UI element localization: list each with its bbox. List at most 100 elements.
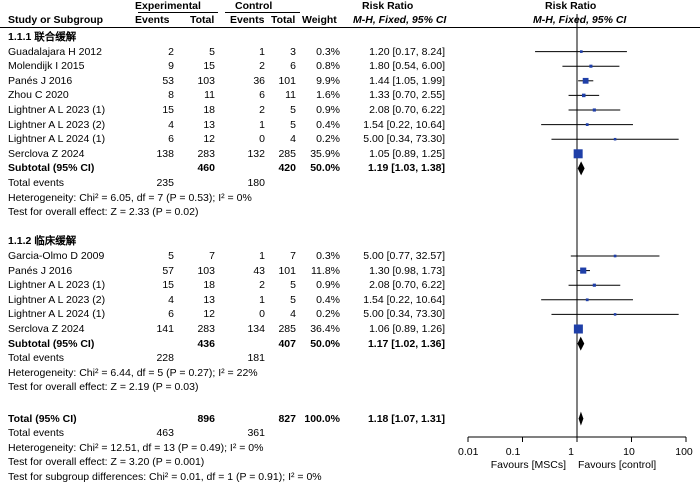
header-risk-ratio-1: Risk Ratio [362, 0, 414, 12]
grand-total-ctl: 827 [278, 412, 296, 425]
pooled-diamond [577, 336, 585, 351]
weight-value: 0.3% [316, 250, 340, 262]
ci-value: 2.08 [0.70, 6.22] [369, 279, 445, 292]
total-exp: 283 [197, 323, 215, 335]
events-exp: 2 [168, 45, 174, 58]
pooled-diamond [577, 161, 585, 176]
events-ctl: 1 [259, 45, 265, 58]
total-exp: 18 [203, 104, 215, 116]
subtotal-ci: 1.17 [1.02, 1.36] [367, 337, 445, 350]
point-estimate [592, 283, 596, 287]
total-events-exp: 228 [156, 352, 174, 365]
weight-value: 35.9% [310, 147, 340, 160]
point-estimate [613, 137, 617, 141]
point-estimate [580, 267, 587, 274]
subtotal-total-exp: 460 [197, 162, 215, 175]
point-estimate [585, 123, 589, 126]
study-name: Serclova Z 2024 [8, 147, 85, 160]
weight-value: 0.9% [316, 104, 340, 116]
total-ctl: 5 [290, 293, 296, 306]
subgroup-title: 1.1.1 联合缓解 [8, 31, 77, 43]
study-name: Lightner A L 2023 (2) [8, 293, 106, 306]
grand-overall-text: Test for overall effect: Z = 3.20 (P = 0… [8, 456, 205, 469]
header-rule-control [225, 12, 300, 13]
total-events-exp: 235 [156, 177, 174, 189]
study-name: Garcia-Olmo D 2009 [8, 250, 105, 262]
ci-value: 1.80 [0.54, 6.00] [369, 60, 445, 73]
total-ctl: 7 [290, 250, 296, 262]
favours-left-label: Favours [MSCs] [490, 459, 566, 471]
events-ctl: 0 [259, 308, 265, 321]
weight-value: 0.4% [316, 118, 340, 131]
header-control: Control [235, 0, 273, 12]
header-rule-experimental [138, 12, 218, 13]
axis-tick-label-1: 0.1 [505, 446, 521, 458]
total-events-ctl: 181 [247, 352, 265, 365]
pooled-diamond [578, 411, 584, 426]
events-ctl: 1 [259, 118, 265, 131]
axis-tick-label-2: 1 [568, 446, 574, 458]
total-ctl: 101 [278, 264, 296, 277]
ci-value: 1.33 [0.70, 2.55] [369, 89, 445, 102]
point-estimate [585, 298, 589, 302]
point-estimate [581, 93, 586, 98]
weight-value: 0.9% [316, 279, 340, 292]
total-exp: 13 [203, 118, 215, 131]
study-name: Serclova Z 2024 [8, 323, 85, 335]
events-ctl: 132 [247, 147, 265, 160]
header-experimental: Experimental [135, 0, 201, 12]
total-ctl: 6 [290, 60, 296, 73]
study-name: Panés J 2016 [8, 264, 73, 277]
events-ctl: 36 [253, 74, 265, 87]
weight-value: 36.4% [310, 323, 340, 335]
header-method-2: M-H, Fixed, 95% CI [533, 14, 627, 26]
events-exp: 8 [168, 89, 174, 102]
point-estimate [582, 77, 589, 84]
study-name: Lightner A L 2023 (1) [8, 104, 106, 116]
point-estimate [579, 50, 583, 53]
events-ctl: 1 [259, 250, 265, 262]
total-exp: 103 [197, 264, 215, 277]
study-name: Zhou C 2020 [8, 89, 69, 102]
weight-value: 0.8% [316, 60, 340, 73]
ci-value: 1.30 [0.98, 1.73] [369, 264, 445, 277]
study-name: Lightner A L 2023 (1) [8, 279, 106, 292]
total-ctl: 5 [290, 104, 296, 116]
grand-total-weight: 100.0% [304, 412, 340, 425]
events-exp: 4 [168, 118, 174, 131]
total-ctl: 4 [290, 308, 296, 321]
study-name: Guadalajara H 2012 [8, 45, 102, 58]
total-exp: 18 [203, 279, 215, 292]
subtotal-weight: 50.0% [310, 162, 340, 175]
overall-effect-text: Test for overall effect: Z = 2.19 (P = 0… [8, 381, 199, 394]
events-ctl: 1 [259, 293, 265, 306]
header-study: Study or Subgroup [8, 14, 104, 26]
total-exp: 283 [197, 147, 215, 160]
subtotal-weight: 50.0% [310, 337, 340, 350]
ci-value: 1.20 [0.17, 8.24] [369, 45, 445, 58]
total-events-label: Total events [8, 177, 65, 189]
total-ctl: 11 [285, 89, 296, 102]
study-name: Panés J 2016 [8, 74, 73, 87]
weight-value: 0.2% [316, 133, 340, 146]
events-ctl: 2 [259, 104, 265, 116]
events-exp: 53 [162, 74, 174, 87]
subtotal-label: Subtotal (95% CI) [8, 162, 95, 175]
total-events-label: Total events [8, 352, 65, 365]
heterogeneity-text: Heterogeneity: Chi² = 6.05, df = 7 (P = … [8, 191, 252, 204]
weight-value: 9.9% [316, 74, 340, 87]
ci-value: 1.05 [0.89, 1.25] [369, 147, 445, 160]
events-exp: 57 [162, 264, 174, 277]
ci-value: 1.44 [1.05, 1.99] [369, 74, 445, 87]
events-ctl: 2 [259, 279, 265, 292]
header-events-2: Events [230, 14, 265, 26]
weight-value: 0.4% [316, 293, 340, 306]
events-ctl: 2 [259, 60, 265, 73]
total-ctl: 285 [278, 323, 296, 335]
point-estimate [613, 254, 617, 258]
events-exp: 5 [168, 250, 174, 262]
total-exp: 11 [204, 89, 215, 102]
ci-value: 1.54 [0.22, 10.64] [363, 293, 445, 306]
ci-value: 2.08 [0.70, 6.22] [369, 104, 445, 116]
ci-value: 1.06 [0.89, 1.26] [369, 323, 445, 335]
